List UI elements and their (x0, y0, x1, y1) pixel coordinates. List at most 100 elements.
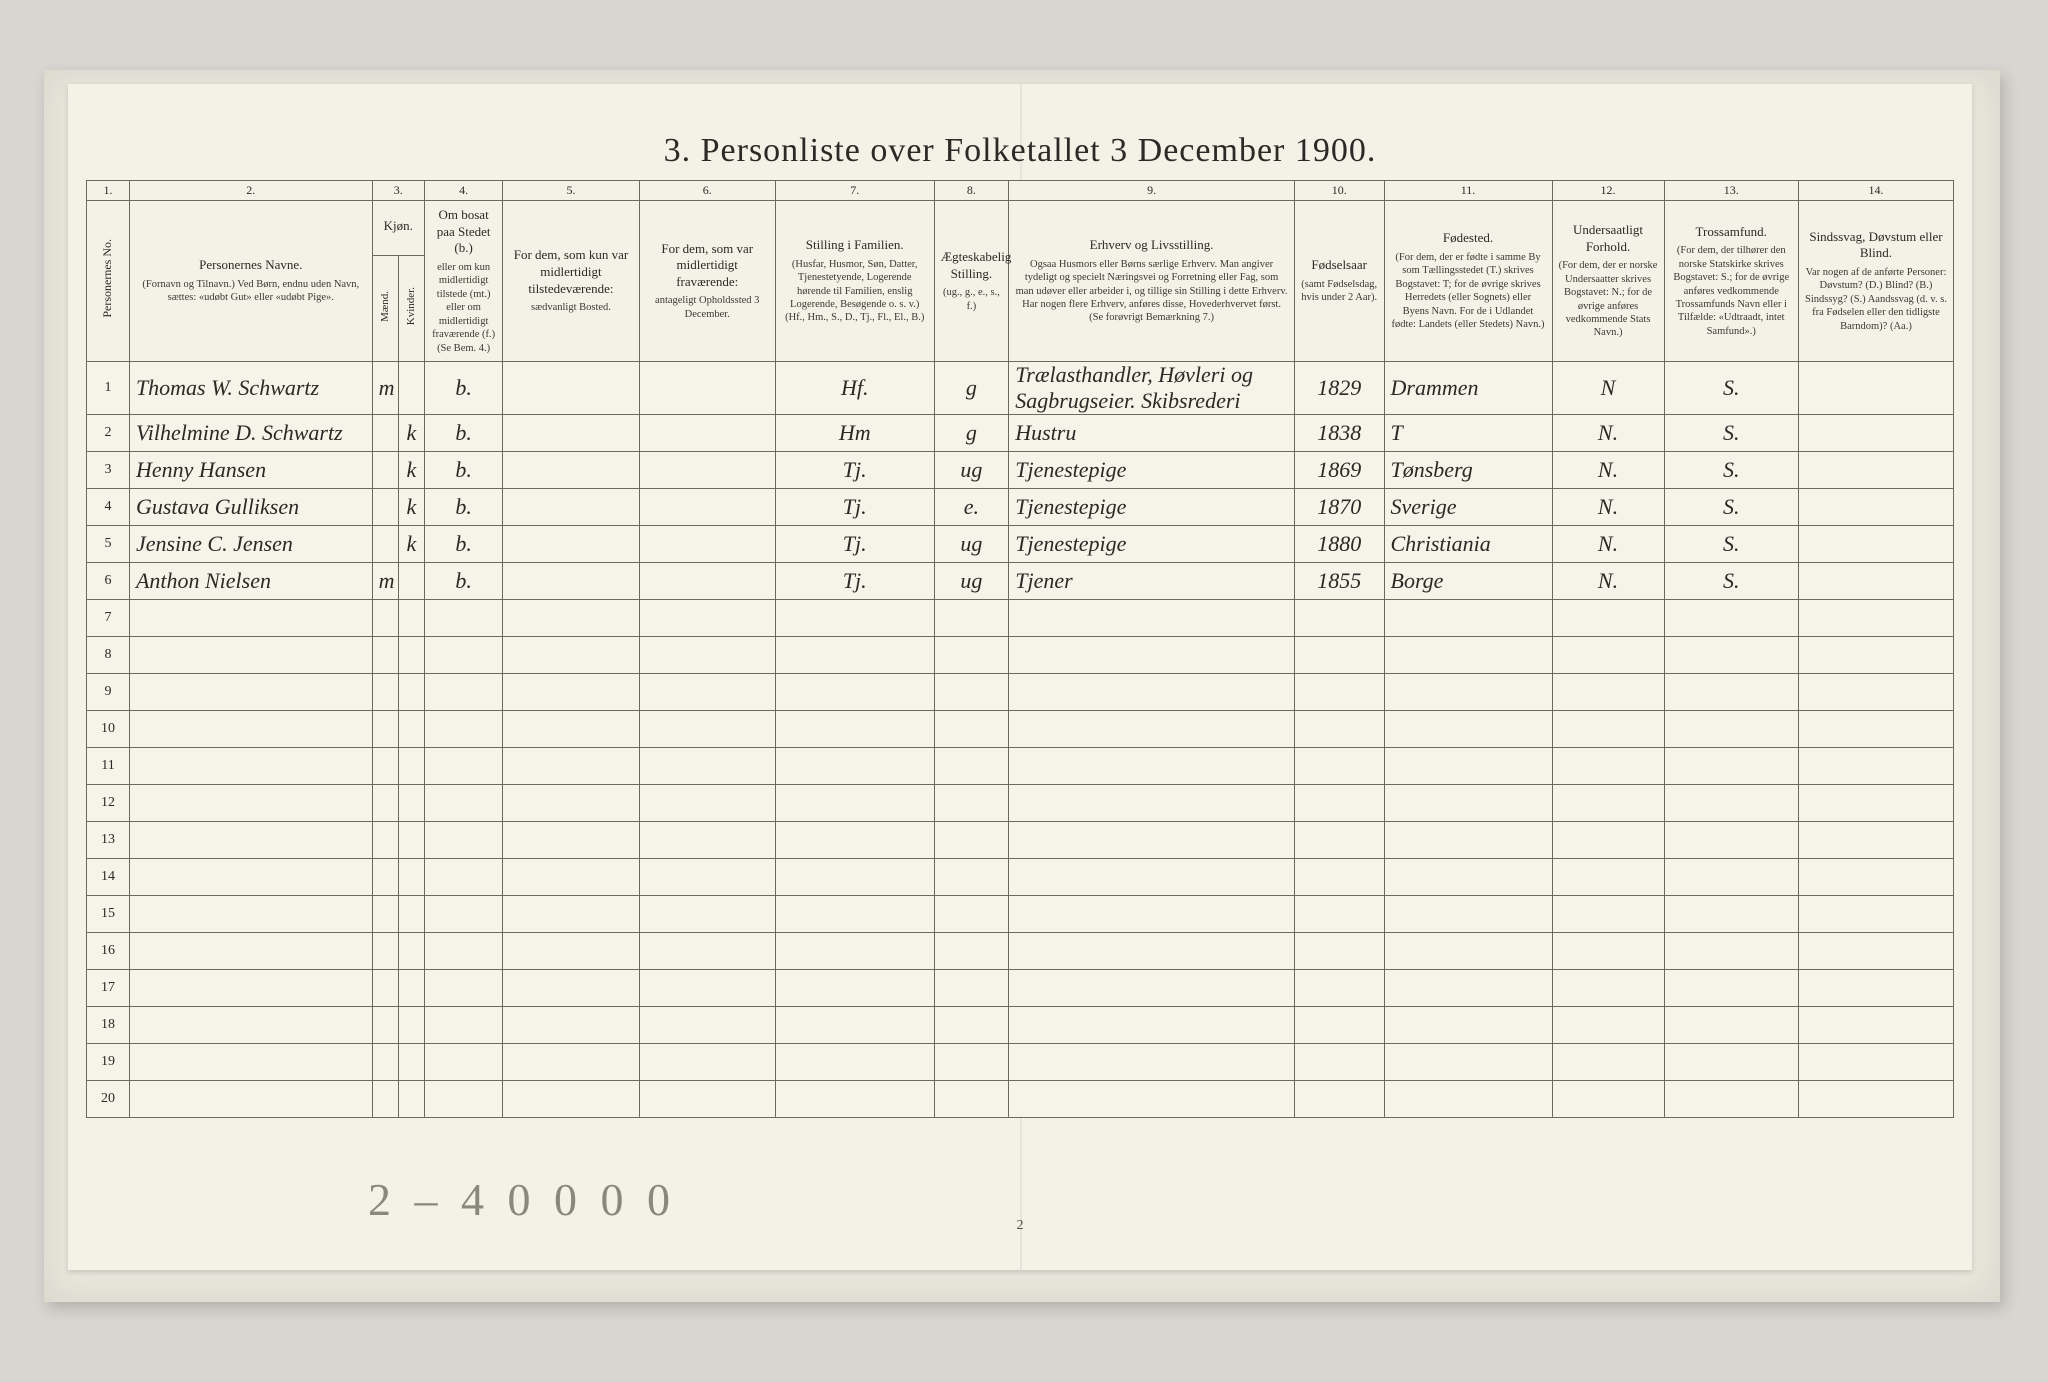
table-row: 20 (87, 1080, 1954, 1117)
cell-blank (639, 784, 775, 821)
cell-row-number: 5 (87, 525, 130, 562)
cell-blank (1384, 747, 1552, 784)
cell-family-position: Hf. (775, 361, 934, 414)
cell-blank (775, 1006, 934, 1043)
cell-row-number: 2 (87, 414, 130, 451)
coln-2: 2. (129, 181, 372, 201)
cell-religion: S. (1664, 562, 1798, 599)
cell-name: Thomas W. Schwartz (129, 361, 372, 414)
cell-blank (1009, 1006, 1295, 1043)
cell-blank (503, 895, 639, 932)
cell-blank (1009, 673, 1295, 710)
cell-blank (1798, 747, 1953, 784)
cell-blank (775, 821, 934, 858)
cell-usual-residence (503, 488, 639, 525)
hdr-12-sub: (For dem, der er norske Undersaatter skr… (1559, 259, 1658, 340)
cell-blank (424, 673, 502, 710)
cell-blank (503, 1080, 639, 1117)
cell-usual-residence (503, 562, 639, 599)
cell-blank (1798, 858, 1953, 895)
hdr-sex: Kjøn. (372, 201, 424, 256)
table-row: 1Thomas W. Schwartzmb.Hf.gTrælasthandler… (87, 361, 1954, 414)
cell-blank (1384, 821, 1552, 858)
table-row: 4Gustava Gulliksenkb.Tj.e.Tjenestepige18… (87, 488, 1954, 525)
cell-blank (424, 636, 502, 673)
table-wrap: 1. 2. 3. 4. 5. 6. 7. 8. 9. 10. 11. 12. 1… (86, 180, 1954, 1118)
cell-blank (398, 636, 424, 673)
cell-blank (775, 858, 934, 895)
cell-blank (1552, 969, 1664, 1006)
cell-blank (1294, 969, 1384, 1006)
cell-name: Vilhelmine D. Schwartz (129, 414, 372, 451)
cell-blank (372, 821, 398, 858)
cell-blank (775, 784, 934, 821)
cell-blank (1384, 784, 1552, 821)
cell-blank (1664, 1043, 1798, 1080)
hdr-7: Stilling i Familien. (Husfar, Husmor, Sø… (775, 201, 934, 362)
cell-blank (424, 784, 502, 821)
cell-blank (1384, 599, 1552, 636)
census-table: 1. 2. 3. 4. 5. 6. 7. 8. 9. 10. 11. 12. 1… (86, 180, 1954, 1118)
cell-blank (639, 858, 775, 895)
cell-row-number: 12 (87, 784, 130, 821)
cell-blank (934, 858, 1009, 895)
cell-disability (1798, 361, 1953, 414)
cell-blank (639, 747, 775, 784)
cell-blank (424, 821, 502, 858)
cell-birthplace: Borge (1384, 562, 1552, 599)
cell-birth-year: 1869 (1294, 451, 1384, 488)
cell-family-position: Hm (775, 414, 934, 451)
cell-blank (1798, 1080, 1953, 1117)
cell-sex-k (398, 361, 424, 414)
hdr-11: Fødested. (For dem, der er fødte i samme… (1384, 201, 1552, 362)
cell-blank (503, 673, 639, 710)
cell-blank (129, 636, 372, 673)
cell-blank (1552, 895, 1664, 932)
cell-blank (503, 784, 639, 821)
cell-absent-location (639, 525, 775, 562)
hdr-9-sub: Ogsaa Husmors eller Børns særlige Erhver… (1015, 258, 1288, 325)
cell-blank (129, 969, 372, 1006)
cell-blank (1798, 1006, 1953, 1043)
cell-blank (639, 932, 775, 969)
cell-sex-m: m (372, 361, 398, 414)
cell-sex-m (372, 488, 398, 525)
cell-blank (129, 858, 372, 895)
hdr-8-label: Ægteskabelig Stilling. (941, 249, 1003, 282)
cell-religion: S. (1664, 361, 1798, 414)
cell-sex-k: k (398, 525, 424, 562)
cell-blank (372, 1006, 398, 1043)
cell-sex-m: m (372, 562, 398, 599)
cell-blank (1009, 821, 1295, 858)
cell-blank (639, 969, 775, 1006)
cell-blank (372, 636, 398, 673)
cell-row-number: 9 (87, 673, 130, 710)
cell-blank (1294, 932, 1384, 969)
cell-blank (398, 1006, 424, 1043)
cell-blank (639, 599, 775, 636)
cell-birth-year: 1855 (1294, 562, 1384, 599)
cell-blank (503, 821, 639, 858)
cell-blank (1294, 1006, 1384, 1043)
hdr-12-label: Undersaatligt Forhold. (1559, 222, 1658, 255)
cell-birth-year: 1829 (1294, 361, 1384, 414)
cell-blank (1798, 636, 1953, 673)
cell-religion: S. (1664, 451, 1798, 488)
cell-family-position: Tj. (775, 488, 934, 525)
cell-family-position: Tj. (775, 451, 934, 488)
coln-1: 1. (87, 181, 130, 201)
cell-blank (398, 710, 424, 747)
cell-blank (639, 710, 775, 747)
cell-blank (1552, 784, 1664, 821)
cell-blank (129, 784, 372, 821)
cell-blank (934, 710, 1009, 747)
hdr-5: For dem, som kun var midlertidigt tilste… (503, 201, 639, 362)
hdr-14: Sindssvag, Døvstum eller Blind. Var noge… (1798, 201, 1953, 362)
cell-blank (1384, 969, 1552, 1006)
table-row: 10 (87, 710, 1954, 747)
table-head: 1. 2. 3. 4. 5. 6. 7. 8. 9. 10. 11. 12. 1… (87, 181, 1954, 362)
cell-sex-k (398, 562, 424, 599)
cell-blank (424, 969, 502, 1006)
cell-marital: ug (934, 562, 1009, 599)
cell-blank (1798, 821, 1953, 858)
